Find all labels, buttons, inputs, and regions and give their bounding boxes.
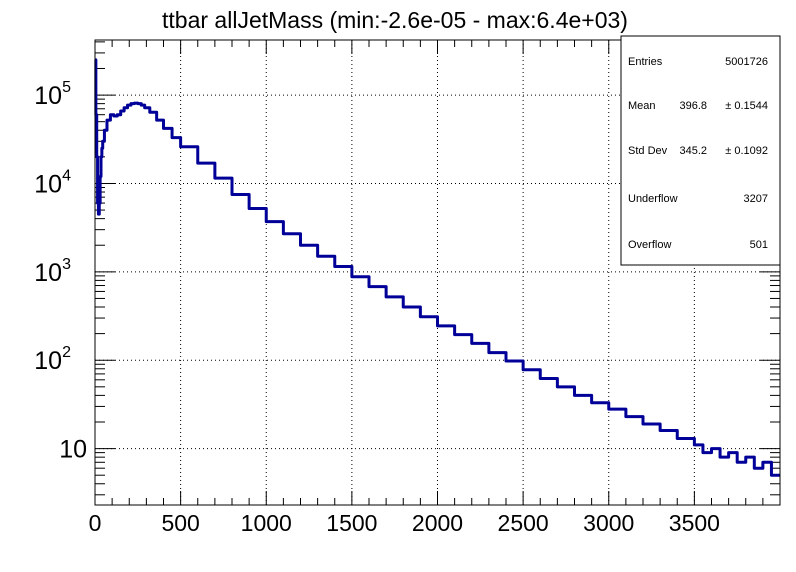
y-tick-label: 102 [34, 344, 71, 375]
stats-entries-label: Entries [628, 56, 663, 68]
stats-underflow-label: Underflow [628, 193, 678, 205]
histogram-line [94, 58, 780, 477]
stats-std-label: Std Dev [628, 145, 668, 157]
stats-box-frame [620, 35, 781, 266]
x-tick-labels: 0 500 1000 1500 2000 2500 3000 3500 [89, 510, 720, 536]
y-tick-label: 10 [59, 436, 87, 464]
x-tick-label: 3000 [583, 510, 634, 536]
stats-std-value: 345.2 [679, 145, 707, 157]
x-tick-label: 3500 [669, 510, 720, 536]
chart-title: ttbar allJetMass (min:-2.6e-05 - max:6.4… [162, 7, 628, 33]
stats-mean-label: Mean [628, 100, 656, 112]
y-tick-labels: 10 102 103 104 105 [34, 79, 87, 464]
stats-overflow-label: Overflow [628, 239, 671, 251]
stats-mean-error: ± 0.1544 [725, 100, 768, 112]
x-tick-label: 2000 [412, 510, 463, 536]
x-tick-label: 500 [161, 510, 199, 536]
x-tick-label: 1000 [241, 510, 292, 536]
x-tick-label: 1500 [326, 510, 377, 536]
y-tick-label: 105 [34, 79, 71, 110]
plot-frame [94, 39, 781, 506]
stats-box: Entries 5001726 Mean 396.8 ± 0.1544 Std … [620, 35, 781, 266]
stats-overflow-value: 501 [750, 239, 768, 251]
stats-std-error: ± 0.1092 [725, 145, 768, 157]
x-tick-label: 0 [89, 510, 102, 536]
y-tick-label: 103 [34, 256, 71, 287]
stats-entries-value: 5001726 [725, 56, 768, 68]
y-tick-label: 104 [34, 167, 71, 198]
stats-mean-value: 396.8 [679, 100, 707, 112]
stats-underflow-value: 3207 [744, 193, 768, 205]
x-tick-label: 2500 [498, 510, 549, 536]
